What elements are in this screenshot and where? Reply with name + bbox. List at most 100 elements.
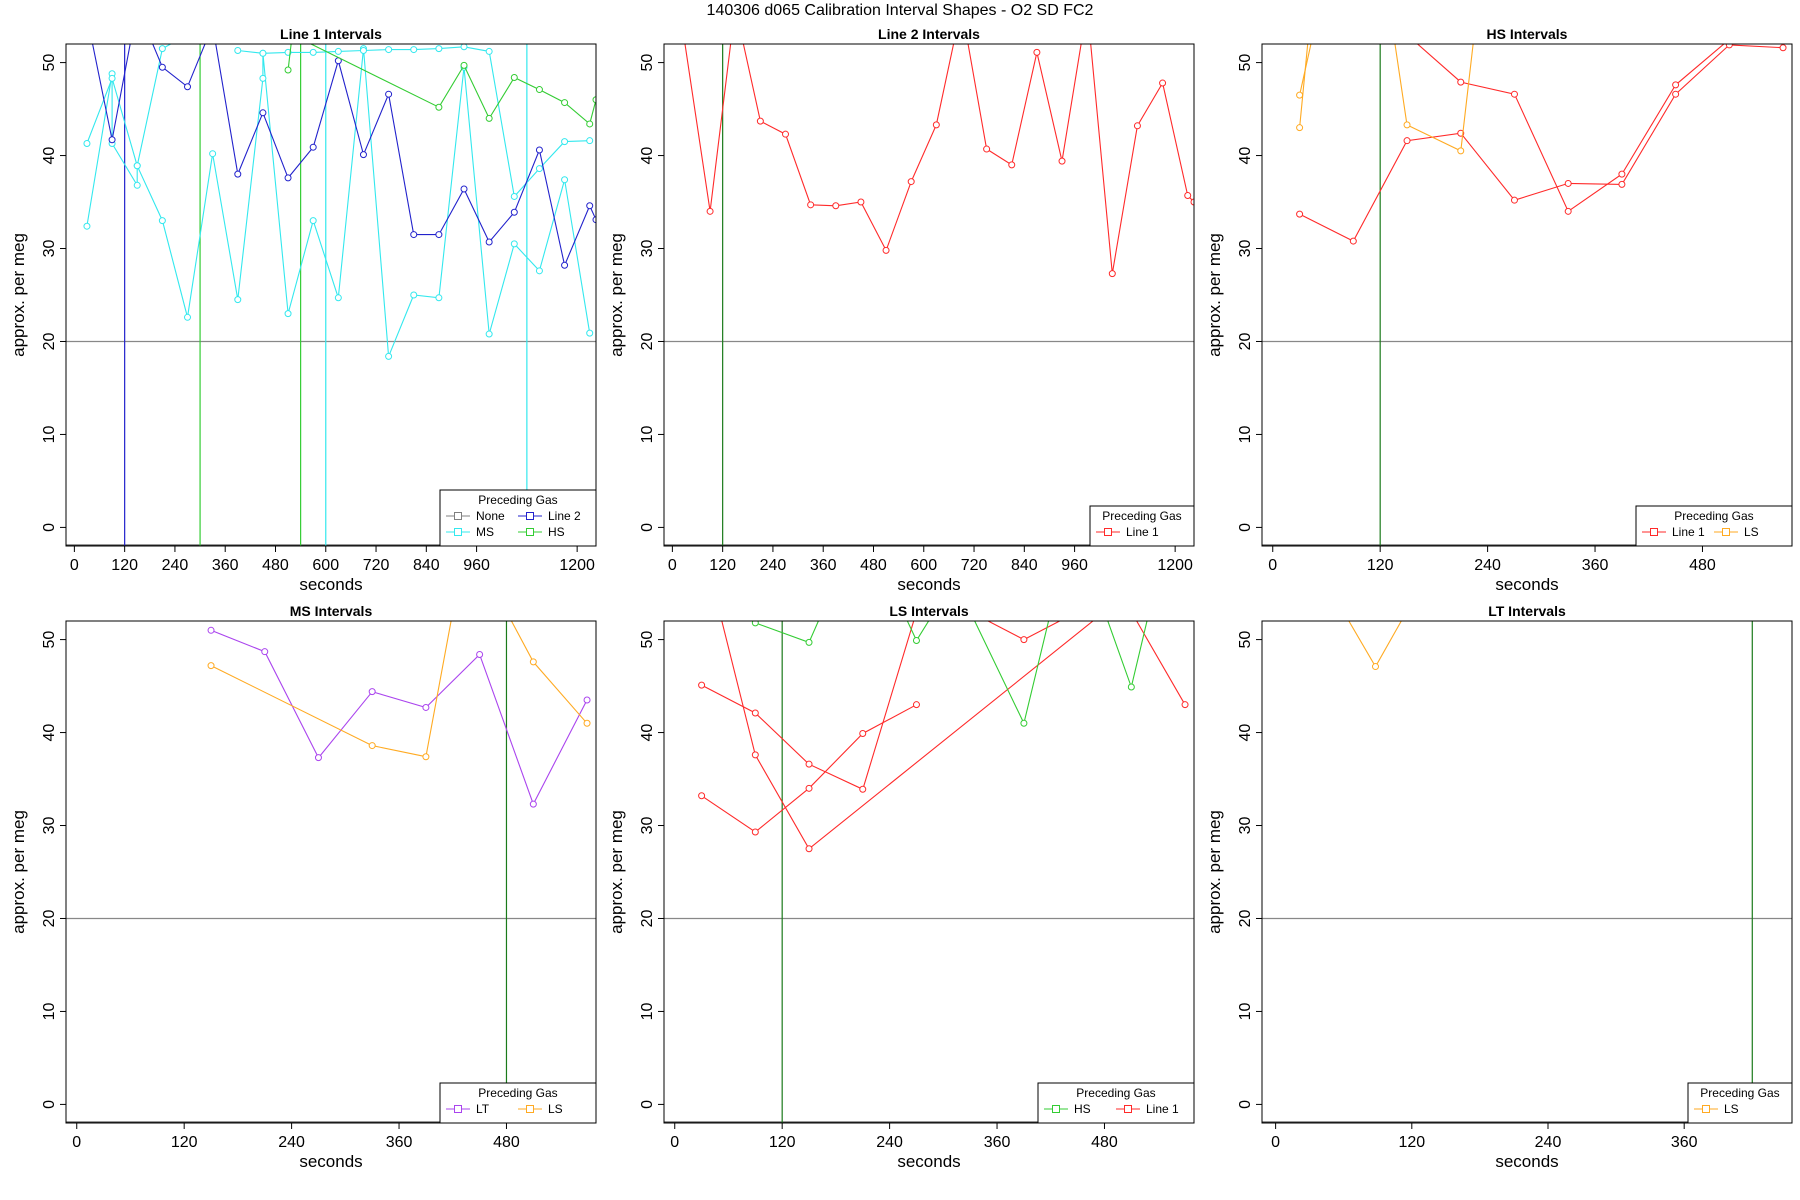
series-line-hs	[974, 621, 1050, 725]
legend-entry-ls: LS	[1724, 1102, 1739, 1116]
data-point-ms	[309, 217, 317, 225]
y-tick-label: 40	[41, 724, 58, 742]
y-tick-label: 50	[41, 631, 58, 649]
data-point-line-1	[1349, 237, 1357, 245]
x-axis-label: seconds	[1495, 1152, 1558, 1171]
data-point-line-2	[460, 185, 468, 193]
plot-area	[1262, 621, 1792, 1123]
y-axis-label: approx. per meg	[607, 810, 626, 934]
data-point-ls	[1403, 121, 1411, 129]
data-point-line-1	[907, 178, 915, 186]
data-point-line-1	[805, 760, 813, 768]
data-point-line-2	[561, 261, 569, 269]
legend-swatch-marker	[454, 528, 462, 536]
data-point-ms	[359, 47, 367, 55]
data-point-ms	[234, 47, 242, 55]
legend-swatch-marker	[454, 512, 462, 520]
data-point-line-1	[1510, 90, 1518, 98]
chart-panel-3: HS Intervals 0 120 240 360 480 0 10 20 30 40 50 seco…	[1205, 26, 1793, 594]
data-point-line-1	[1510, 196, 1518, 204]
x-tick-label: 1200	[1157, 557, 1193, 574]
data-point-line-2	[284, 174, 292, 182]
x-tick-label: 600	[910, 557, 937, 574]
data-point-ms	[133, 181, 141, 189]
chart-panel-2: Line 2 Intervals 0 120 240 360 480 600 720 840 96…	[607, 4, 1195, 594]
legend-box	[439, 1082, 597, 1124]
y-tick-label: 0	[639, 1100, 656, 1109]
data-point-ms	[284, 310, 292, 318]
data-point-hs	[751, 621, 759, 627]
data-point-ms	[460, 44, 468, 51]
y-tick-label: 40	[639, 147, 656, 165]
data-point-ls	[529, 658, 537, 666]
data-point-lt	[261, 648, 269, 656]
data-point-line-2	[134, 4, 140, 10]
data-point-hs	[819, 609, 825, 615]
series-line-lt	[210, 629, 588, 806]
x-tick-label: 0	[668, 557, 677, 574]
x-tick-label: 120	[1367, 557, 1394, 574]
data-point-line-1	[1726, 36, 1732, 42]
data-point-ms	[83, 139, 91, 147]
data-point-hs	[460, 61, 468, 69]
legend-entry-ms: MS	[476, 525, 494, 539]
x-tick-label: 480	[1689, 557, 1716, 574]
data-point-line-2	[108, 136, 116, 144]
legend-entry-ls: LS	[1744, 525, 1759, 539]
data-point-line-1	[958, 4, 964, 10]
data-point-ls	[1306, 32, 1312, 38]
x-tick-label: 480	[262, 557, 289, 574]
data-point-line-1	[1403, 137, 1411, 145]
data-point-line-1	[782, 130, 790, 138]
x-tick-label: 120	[1398, 1134, 1425, 1151]
panel-title: LT Intervals	[1488, 603, 1566, 619]
data-point-line-1	[859, 785, 867, 793]
data-point-line-1	[756, 117, 764, 125]
data-point-ms	[561, 176, 569, 184]
data-point-hs	[1146, 609, 1152, 615]
data-point-hs	[805, 638, 813, 646]
data-point-line-1	[1084, 4, 1090, 10]
y-axis-label: approx. per meg	[607, 233, 626, 357]
data-point-line-1	[698, 681, 706, 689]
legend-swatch-marker	[1702, 1105, 1710, 1113]
data-point-hs	[1048, 609, 1054, 615]
chart-panel-5: LS Intervals 0 120 240 360 480 0 10 20 30 40 50 seco…	[607, 603, 1195, 1171]
x-tick-label: 120	[171, 1134, 198, 1151]
legend: Preceding Gas LS	[1687, 1082, 1793, 1124]
series-line-hs	[755, 621, 820, 644]
data-point-line-1	[1033, 48, 1041, 56]
plot-area	[66, 621, 596, 1123]
y-tick-label: 50	[41, 54, 58, 72]
series-line-ls	[210, 621, 452, 758]
data-point-line-2	[184, 83, 192, 91]
x-axis-label: seconds	[299, 1152, 362, 1171]
y-tick-label: 20	[1237, 332, 1254, 350]
data-point-ls	[1371, 663, 1379, 671]
y-tick-label: 40	[41, 147, 58, 165]
data-point-ms	[385, 352, 393, 360]
data-point-line-1	[1457, 78, 1465, 86]
y-tick-label: 0	[639, 523, 656, 532]
y-tick-label: 40	[1237, 724, 1254, 742]
legend-swatch-marker	[454, 1105, 462, 1113]
data-point-ms	[334, 294, 342, 302]
x-tick-label: 120	[769, 1134, 796, 1151]
y-tick-label: 40	[639, 724, 656, 742]
y-tick-label: 50	[639, 54, 656, 72]
data-point-line-1	[1184, 192, 1192, 200]
y-tick-label: 50	[639, 631, 656, 649]
data-point-ms	[209, 150, 217, 158]
legend-entry-line-1: Line 1	[1672, 525, 1705, 539]
data-point-lt	[583, 696, 591, 704]
data-point-line-2	[309, 143, 317, 151]
x-tick-label: 120	[709, 557, 736, 574]
data-point-lt	[314, 754, 322, 762]
y-tick-label: 20	[639, 909, 656, 927]
data-point-line-2	[385, 90, 393, 98]
data-point-ls	[368, 742, 376, 750]
chart-panel-6: LT Intervals 0 120 240 360 0 10 20 30 40 50 seconds…	[1205, 603, 1793, 1171]
legend-title: Preceding Gas	[1102, 509, 1181, 523]
plot-frame	[663, 43, 1195, 547]
data-point-lt	[207, 626, 215, 634]
